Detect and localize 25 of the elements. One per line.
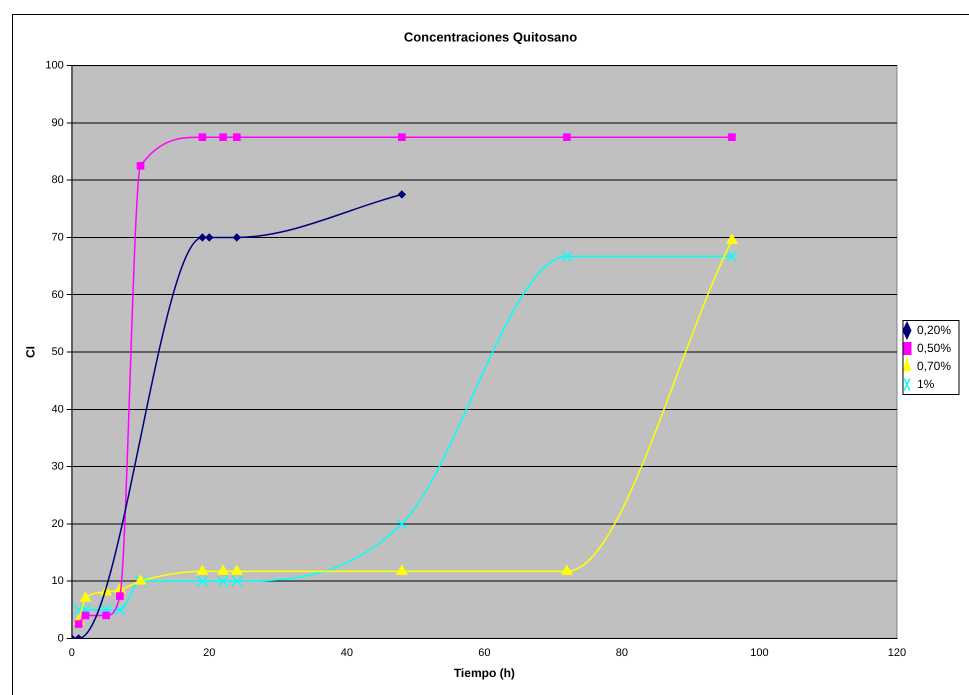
x-tick-label: 80 — [616, 647, 628, 660]
legend-label: 1% — [916, 376, 935, 391]
legend-label: 0,20% — [916, 322, 952, 337]
y-tick-label: 10 — [52, 575, 64, 588]
y-tick-label: 40 — [52, 403, 64, 416]
x-tick-label: 20 — [203, 647, 216, 660]
x-tick-label: 60 — [478, 647, 490, 660]
y-axis-title: CI — [24, 346, 38, 358]
y-tick-label: 90 — [52, 116, 64, 129]
legend-label: 0,70% — [916, 358, 952, 373]
x-tick-label: 0 — [68, 647, 75, 660]
legend-label: 0,50% — [916, 340, 952, 355]
y-tick-label: 50 — [52, 346, 64, 358]
x-axis-title: Tiempo (h) — [454, 666, 515, 680]
y-tick-label: 100 — [45, 60, 64, 72]
y-tick-label: 70 — [52, 231, 64, 244]
y-tick-label: 80 — [52, 174, 64, 186]
y-tick-label: 0 — [58, 632, 64, 644]
x-tick-label: 120 — [888, 647, 906, 660]
y-tick-label: 20 — [52, 518, 64, 530]
x-tick-label: 100 — [750, 647, 769, 660]
x-tick-label: 40 — [340, 647, 353, 660]
chart-title: Concentraciones Quitosano — [404, 29, 578, 44]
y-tick-label: 60 — [52, 288, 64, 301]
y-tick-label: 30 — [52, 460, 64, 473]
